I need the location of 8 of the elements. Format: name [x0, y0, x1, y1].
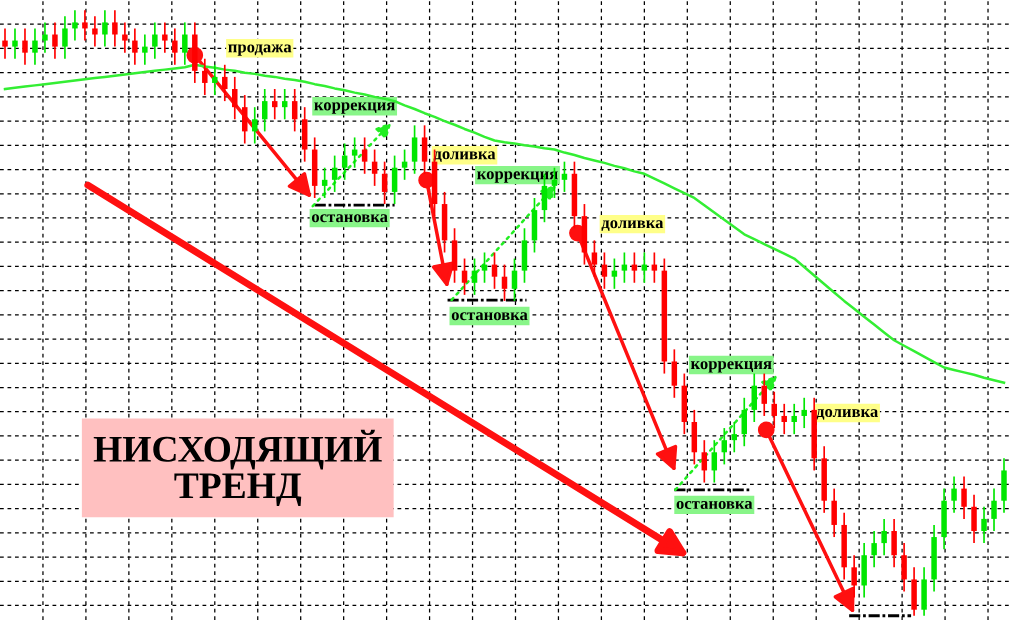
annotation: коррекция — [690, 361, 772, 373]
annotation: продажа — [228, 44, 292, 56]
annotation: коррекция — [314, 102, 395, 114]
annotation: доливка — [601, 220, 664, 232]
annotation: остановка — [676, 501, 753, 510]
annotation: остановка — [451, 312, 528, 321]
annotation: остановка — [311, 214, 388, 223]
annotation: НИСХОДЯЩИЙ ТРЕНД — [93, 429, 382, 507]
